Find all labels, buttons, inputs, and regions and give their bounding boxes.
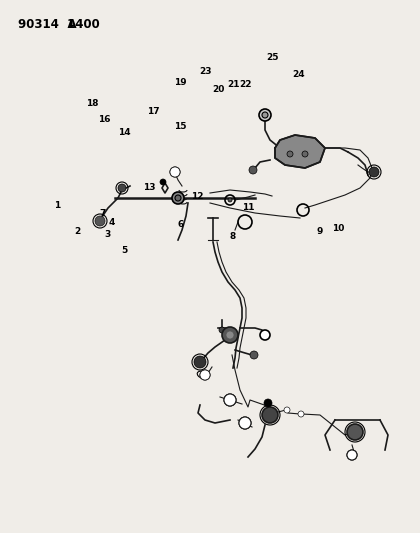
Text: 18: 18 <box>86 100 99 108</box>
Text: 5: 5 <box>121 246 127 255</box>
Circle shape <box>172 192 184 204</box>
Text: 23: 23 <box>200 68 212 76</box>
Text: 9: 9 <box>316 228 323 236</box>
Circle shape <box>347 424 363 440</box>
Circle shape <box>249 166 257 174</box>
Circle shape <box>118 184 126 192</box>
Circle shape <box>224 394 236 406</box>
Polygon shape <box>275 135 325 168</box>
Circle shape <box>160 179 166 185</box>
Circle shape <box>95 216 105 226</box>
Circle shape <box>264 399 272 407</box>
Text: 19: 19 <box>174 78 187 87</box>
Text: 12: 12 <box>191 192 204 200</box>
Text: 2: 2 <box>75 228 81 236</box>
Circle shape <box>175 195 181 201</box>
Text: 14: 14 <box>118 128 130 136</box>
Circle shape <box>228 198 232 202</box>
Text: 17: 17 <box>147 108 160 116</box>
Circle shape <box>298 411 304 417</box>
Text: 7: 7 <box>100 209 106 217</box>
Text: 16: 16 <box>98 116 110 124</box>
Text: 10: 10 <box>332 224 344 232</box>
Text: 4: 4 <box>108 219 115 227</box>
Circle shape <box>260 330 270 340</box>
Circle shape <box>259 109 271 121</box>
Text: 24: 24 <box>292 70 304 79</box>
Circle shape <box>226 331 234 339</box>
Text: 6: 6 <box>178 221 184 229</box>
Circle shape <box>262 112 268 118</box>
Circle shape <box>287 151 293 157</box>
Text: 25: 25 <box>266 53 278 62</box>
Text: 90314  1400: 90314 1400 <box>18 18 100 31</box>
Circle shape <box>302 151 308 157</box>
Circle shape <box>347 450 357 460</box>
Circle shape <box>284 407 290 413</box>
Circle shape <box>219 327 225 333</box>
Text: 21: 21 <box>227 80 239 88</box>
Text: A: A <box>18 18 76 31</box>
Circle shape <box>222 327 238 343</box>
Text: 8: 8 <box>230 232 236 240</box>
Text: 13: 13 <box>143 183 155 192</box>
Text: 1: 1 <box>54 201 60 209</box>
Circle shape <box>262 407 278 423</box>
Circle shape <box>200 370 210 380</box>
Circle shape <box>194 356 206 368</box>
Text: 22: 22 <box>239 80 252 88</box>
Text: 3: 3 <box>104 230 110 239</box>
Text: 11: 11 <box>241 204 254 212</box>
Text: 20: 20 <box>212 85 225 94</box>
Text: 15: 15 <box>174 123 187 131</box>
Circle shape <box>369 167 379 177</box>
Circle shape <box>250 351 258 359</box>
Circle shape <box>239 417 251 429</box>
Circle shape <box>170 167 180 177</box>
